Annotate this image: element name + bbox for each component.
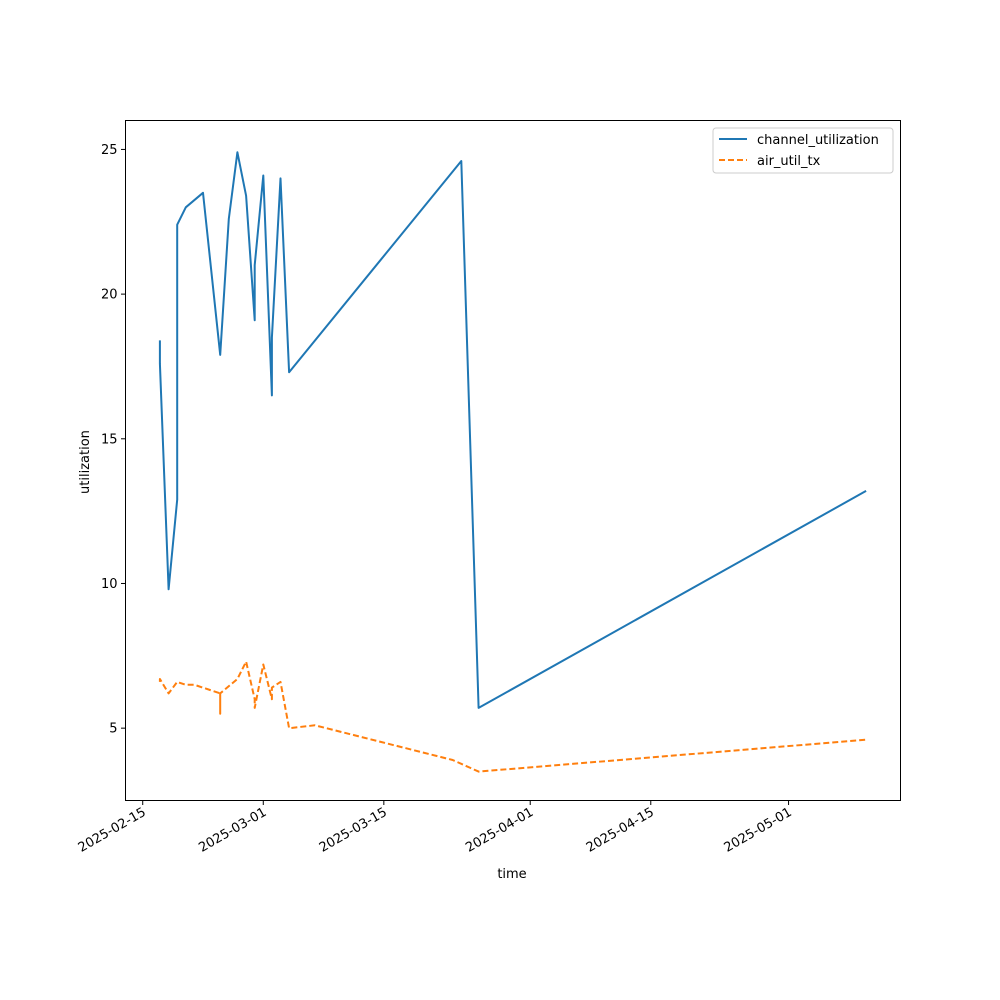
plot-area <box>125 120 901 801</box>
series-layer <box>158 151 867 773</box>
x-tick-label-5: 2025-05-01 <box>722 805 795 856</box>
x-tick-label-2: 2025-03-15 <box>317 805 390 856</box>
x-axis-label: time <box>497 867 526 882</box>
y-tick-label-3: 20 <box>101 288 118 303</box>
y-axis-label: utilization <box>78 430 93 494</box>
legend-box <box>712 127 894 174</box>
x-tick-label-4: 2025-04-15 <box>584 805 657 856</box>
y-tick-label-2: 15 <box>101 432 118 447</box>
y-tick-label-0: 5 <box>109 722 117 737</box>
x-tick-label-0: 2025-02-15 <box>76 805 149 856</box>
plot-frame <box>125 120 901 801</box>
legend-label-channel-utilization: channel_utilization <box>757 133 879 148</box>
x-tick-label-3: 2025-04-01 <box>463 805 536 856</box>
series-line-channel-utilization <box>158 151 867 709</box>
series-line-air-util-tx <box>158 660 867 773</box>
x-tick-label-1: 2025-03-01 <box>196 805 269 856</box>
legend-label-air-util-tx: air_util_tx <box>757 154 821 169</box>
y-tick-label-1: 10 <box>101 577 118 592</box>
y-tick-label-4: 25 <box>101 143 118 158</box>
legend: channel_utilization air_util_tx <box>712 127 894 174</box>
